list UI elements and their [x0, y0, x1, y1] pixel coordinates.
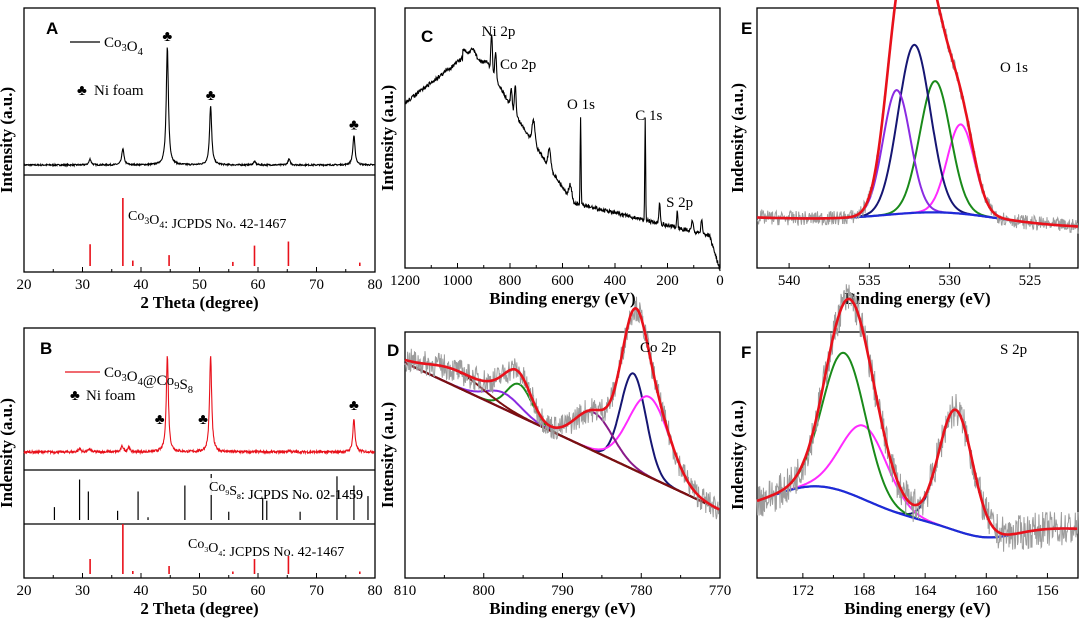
x-tick-label: 780 — [630, 583, 653, 599]
component-o-iv — [757, 89, 1078, 228]
x-tick-label: 156 — [1036, 583, 1059, 599]
x-axis-title: Binding energy (eV) — [489, 599, 635, 618]
y-axis-title: Intensity (a.u.) — [0, 87, 16, 193]
annotation-ni-2p: Ni 2p — [482, 24, 516, 40]
x-tick-label: 1200 — [390, 273, 420, 289]
x-tick-label: 540 — [778, 273, 801, 289]
x-tick-label: 810 — [394, 583, 417, 599]
x-tick-label: 70 — [309, 583, 324, 599]
annotation-c-1s: C 1s — [635, 108, 662, 124]
y-axis-title: Indensity (a.u.) — [728, 83, 747, 193]
x-tick-label: 70 — [309, 277, 324, 293]
x-tick-label: 172 — [792, 583, 815, 599]
background-line — [404, 361, 720, 511]
x-axis-title: 2 Theta (degree) — [140, 599, 258, 618]
x-tick-label: 770 — [709, 583, 732, 599]
panel-b-series — [23, 356, 376, 456]
x-tick-label: 168 — [853, 583, 876, 599]
x-tick-label: 30 — [75, 583, 90, 599]
panel-letter-B: B — [40, 339, 52, 358]
annotation-co-2p: Co 2p — [500, 57, 536, 73]
panel-letter-E: E — [741, 19, 752, 38]
x-tick-label: 530 — [938, 273, 961, 289]
panel-a-reference-label: Co3O4: JCPDS No. 42-1467 — [128, 209, 286, 232]
ni-foam-marker: ♣ — [349, 118, 359, 134]
x-tick-label: 50 — [192, 583, 207, 599]
x-tick-label: 525 — [1019, 273, 1042, 289]
x-tick-label: 160 — [975, 583, 998, 599]
x-axis-title: 2 Theta (degree) — [140, 293, 258, 312]
x-tick-label: 790 — [551, 583, 574, 599]
x-tick-label: 1000 — [443, 273, 473, 289]
panel-e-title: O 1s — [1000, 60, 1028, 76]
component-o-iii — [757, 43, 1078, 228]
x-tick-label: 40 — [134, 583, 149, 599]
panel-b-reference-1-label-front: Co9S8: JCPDS No. 02-1459 — [209, 480, 363, 503]
x-axis-title: Binding energy (eV) — [844, 599, 990, 618]
x-tick-label: 200 — [656, 273, 679, 289]
ni-foam-marker: ♣ — [349, 398, 359, 414]
ni-foam-marker: ♣ — [162, 29, 172, 45]
raw-data — [757, 0, 1079, 234]
legend-ni-foam: Ni foam — [86, 388, 136, 404]
panel-f-title: S 2p — [1000, 342, 1027, 358]
x-tick-label: 535 — [858, 273, 881, 289]
x-tick-label: 50 — [192, 277, 207, 293]
panel-c-survey — [404, 34, 721, 272]
x-tick-label: 80 — [368, 583, 383, 599]
legend-co3o4-co9s8: Co3O4@Co9S8 — [104, 365, 193, 396]
ni-foam-marker: ♣ — [206, 88, 216, 104]
x-tick-label: 60 — [251, 583, 266, 599]
y-axis-title: Indensity (a.u.) — [0, 398, 16, 508]
panel-letter-D: D — [387, 341, 399, 360]
panel-f-frame — [756, 331, 1079, 579]
x-tick-label: 60 — [251, 277, 266, 293]
x-tick-label: 20 — [17, 583, 32, 599]
legend-ni-foam: Ni foam — [94, 83, 144, 99]
envelope-fit — [757, 0, 1078, 228]
panel-e-frame — [756, 7, 1079, 269]
x-axis-title: Binding energy (eV) — [844, 289, 990, 308]
annotation-o-1s: O 1s — [567, 97, 595, 113]
panel-letter-C: C — [421, 27, 433, 46]
x-tick-label: 30 — [75, 277, 90, 293]
raw-data — [756, 284, 1079, 552]
panel-letter-A: A — [46, 19, 58, 38]
legend-co3o4: Co3O4 — [104, 35, 144, 58]
panel-b-reference-2-label: Co3O4: JCPDS No. 42-1467 — [188, 537, 344, 560]
x-tick-label: 0 — [716, 273, 724, 289]
y-axis-title: Intensity (a.u.) — [378, 85, 397, 191]
panel-c-frame — [404, 7, 721, 269]
panel-letter-F: F — [741, 343, 751, 362]
panel-a-frame — [23, 7, 376, 273]
x-axis-title: Binding energy (eV) — [489, 289, 635, 308]
x-tick-label: 400 — [604, 273, 627, 289]
x-tick-label: 800 — [473, 583, 496, 599]
label-backdrop — [206, 478, 326, 495]
annotation-s-2p: S 2p — [666, 195, 693, 211]
x-tick-label: 164 — [914, 583, 937, 599]
x-tick-label: 600 — [551, 273, 574, 289]
x-tick-label: 40 — [134, 277, 149, 293]
panel-d-title: Co 2p — [640, 340, 676, 356]
component-o-ii — [757, 80, 1078, 228]
legend-club: ♣ — [70, 388, 80, 404]
envelope-fit — [404, 306, 720, 511]
y-axis-title: Indensity (a.u.) — [728, 400, 747, 510]
x-tick-label: 80 — [368, 277, 383, 293]
legend-club: ♣ — [77, 83, 87, 99]
x-tick-label: 20 — [17, 277, 32, 293]
envelope-fit — [756, 297, 1078, 536]
y-axis-title: Intensity (a.u.) — [378, 402, 397, 508]
ni-foam-marker: ♣ — [198, 412, 208, 428]
ni-foam-marker: ♣ — [155, 412, 165, 428]
x-tick-label: 800 — [499, 273, 522, 289]
panel-a-series-co3o4 — [23, 47, 375, 168]
